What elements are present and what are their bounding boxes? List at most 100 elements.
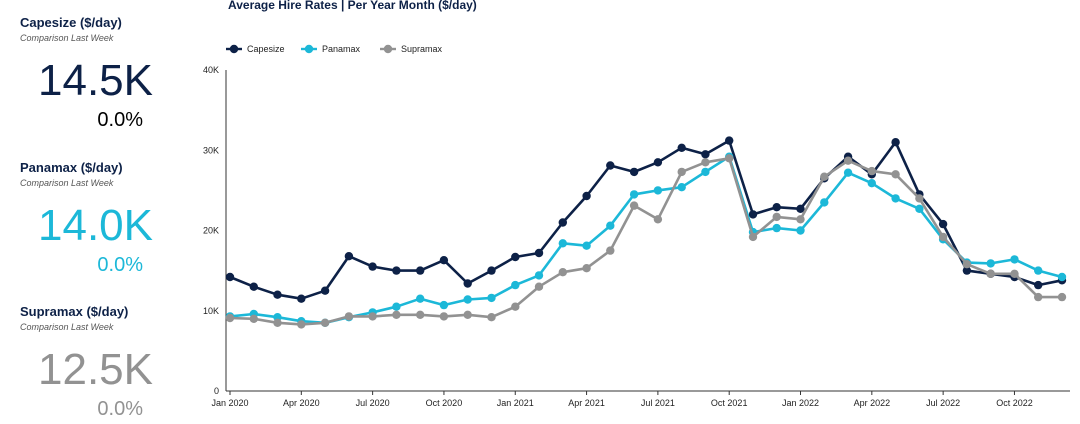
x-tick-label: Apr 2021: [568, 398, 605, 408]
data-point-panamax: [487, 293, 496, 303]
data-point-panamax: [463, 295, 472, 304]
kpi-delta: 0.0%: [97, 254, 143, 276]
x-tick-label: Jul 2020: [356, 398, 390, 408]
x-tick-label: Jan 2021: [497, 398, 534, 408]
legend-swatch-marker: [229, 44, 239, 54]
data-point-capesize: [416, 266, 425, 275]
data-point-capesize: [701, 150, 710, 159]
data-point-panamax: [629, 190, 639, 199]
data-point-capesize: [368, 262, 377, 271]
data-point-capesize: [320, 286, 330, 295]
x-tick-label: Jul 2021: [641, 398, 675, 408]
data-point-supramax: [701, 158, 710, 167]
series-line-panamax: [229, 155, 1063, 325]
x-tick-label: Oct 2022: [996, 398, 1033, 408]
data-point-supramax: [629, 201, 639, 210]
data-point-panamax: [392, 302, 401, 311]
data-point-supramax: [487, 313, 496, 322]
data-point-capesize: [796, 204, 805, 213]
data-point-panamax: [796, 226, 805, 235]
data-point-supramax: [392, 310, 401, 319]
series-line-capesize: [229, 139, 1063, 300]
data-point-panamax: [1034, 266, 1043, 275]
data-point-supramax: [653, 215, 663, 224]
data-point-panamax: [891, 194, 900, 203]
data-point-supramax: [725, 154, 734, 163]
y-axis: 0 10K 20K 30K 40K: [203, 65, 227, 396]
data-point-supramax: [225, 313, 235, 323]
data-point-supramax: [439, 312, 449, 321]
kpi-value: 14.5K: [38, 56, 153, 105]
data-point-supramax: [344, 312, 354, 321]
data-point-supramax: [915, 194, 924, 203]
kpi-card-capesize: Capesize ($/day) Comparison Last Week 14…: [20, 15, 200, 140]
data-point-capesize: [249, 282, 258, 291]
data-point-supramax: [511, 302, 520, 311]
data-point-supramax: [463, 310, 472, 319]
data-point-capesize: [225, 272, 235, 282]
data-point-supramax: [986, 269, 995, 278]
data-point-capesize: [677, 143, 686, 152]
data-point-capesize: [439, 256, 449, 265]
data-point-panamax: [653, 186, 663, 195]
data-point-supramax: [606, 246, 615, 255]
kpi-title: Panamax ($/day): [20, 160, 123, 175]
kpi-delta: 0.0%: [97, 398, 143, 420]
data-point-supramax: [582, 264, 591, 273]
data-point-panamax: [416, 294, 425, 303]
x-tick-label: Apr 2022: [854, 398, 891, 408]
data-point-supramax: [772, 212, 781, 222]
data-point-capesize: [891, 138, 900, 147]
data-point-capesize: [748, 210, 758, 219]
chart-legend[interactable]: Capesize Panamax Supramax: [226, 44, 443, 54]
x-tick-label: Oct 2020: [426, 398, 463, 408]
y-tick-label: 40K: [203, 65, 219, 75]
y-tick-label: 20K: [203, 226, 219, 236]
data-point-supramax: [273, 318, 282, 327]
kpi-subtitle: Comparison Last Week: [20, 178, 114, 188]
legend-label: Supramax: [401, 44, 443, 54]
data-point-panamax: [1057, 272, 1067, 282]
data-point-capesize: [558, 218, 567, 227]
data-point-supramax: [297, 320, 306, 329]
data-point-supramax: [748, 232, 758, 242]
data-point-supramax: [320, 318, 330, 327]
data-point-supramax: [249, 314, 258, 323]
data-point-capesize: [629, 167, 639, 177]
kpi-delta: 0.0%: [97, 109, 143, 131]
data-point-capesize: [1034, 280, 1043, 290]
series-capesize: [225, 136, 1067, 303]
kpi-card-supramax: Supramax ($/day) Comparison Last Week 12…: [20, 304, 200, 424]
x-tick-label: Oct 2021: [711, 398, 748, 408]
data-point-supramax: [962, 260, 972, 269]
data-point-supramax: [796, 215, 805, 224]
legend-item-panamax[interactable]: Panamax: [301, 44, 361, 54]
data-point-supramax: [1057, 292, 1067, 302]
data-point-capesize: [487, 266, 496, 275]
data-point-supramax: [843, 156, 853, 165]
x-tick-label: Jan 2022: [782, 398, 819, 408]
legend-item-capesize[interactable]: Capesize: [226, 44, 285, 54]
kpi-title: Supramax ($/day): [20, 304, 129, 319]
legend-label: Panamax: [322, 44, 361, 54]
kpi-subtitle: Comparison Last Week: [20, 322, 114, 332]
legend-swatch-marker: [383, 44, 393, 54]
data-point-supramax: [416, 310, 425, 319]
data-point-panamax: [511, 280, 520, 290]
data-point-capesize: [962, 266, 972, 275]
data-point-capesize: [653, 158, 663, 167]
data-point-supramax: [938, 232, 948, 242]
data-point-capesize: [938, 219, 948, 229]
data-point-supramax: [1010, 269, 1019, 278]
kpi-title: Capesize ($/day): [20, 15, 122, 30]
legend-item-supramax[interactable]: Supramax: [380, 44, 443, 54]
kpi-value: 14.0K: [38, 201, 153, 250]
data-point-capesize: [582, 191, 591, 201]
data-point-capesize: [534, 248, 544, 258]
data-point-supramax: [534, 282, 544, 291]
legend-label: Capesize: [247, 44, 285, 54]
x-tick-label: Jul 2022: [926, 398, 960, 408]
data-point-capesize: [772, 203, 781, 212]
y-tick-label: 10K: [203, 306, 219, 316]
data-point-capesize: [297, 294, 306, 303]
